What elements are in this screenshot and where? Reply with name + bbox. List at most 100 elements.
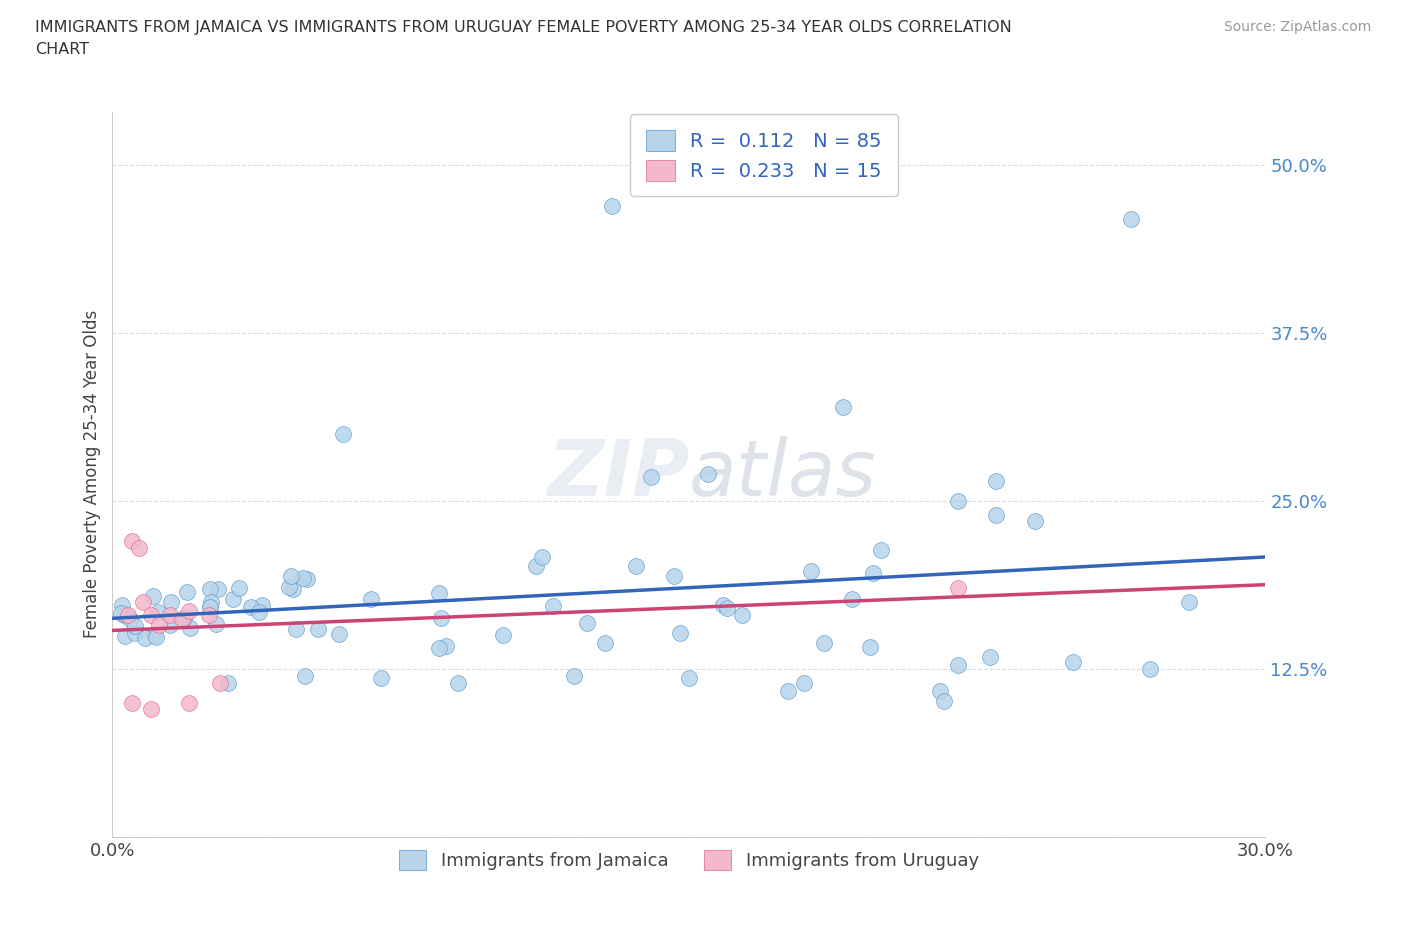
Point	[139, 702, 162, 717]
Point	[247, 604, 270, 619]
Point	[197, 608, 219, 623]
Point	[447, 675, 470, 690]
Point	[121, 534, 143, 549]
Point	[143, 628, 166, 643]
Point	[946, 581, 969, 596]
Point	[541, 599, 564, 614]
Point	[841, 591, 863, 606]
Point	[697, 467, 720, 482]
Point	[297, 572, 319, 587]
Point	[986, 507, 1008, 522]
Point	[1024, 514, 1046, 529]
Point	[117, 608, 139, 623]
Point	[291, 571, 314, 586]
Point	[198, 581, 221, 596]
Point	[160, 595, 183, 610]
Point	[429, 641, 451, 656]
Point	[176, 584, 198, 599]
Point	[678, 671, 700, 686]
Point	[146, 604, 169, 619]
Point	[217, 675, 239, 690]
Point	[110, 605, 132, 620]
Point	[307, 622, 329, 637]
Point	[562, 669, 585, 684]
Legend: Immigrants from Jamaica, Immigrants from Uruguay: Immigrants from Jamaica, Immigrants from…	[387, 837, 991, 883]
Point	[1139, 661, 1161, 676]
Point	[624, 558, 647, 573]
Point	[179, 604, 201, 618]
Point	[222, 591, 245, 606]
Point	[526, 558, 548, 573]
Point	[139, 608, 162, 623]
Point	[112, 607, 135, 622]
Point	[1119, 212, 1142, 227]
Point	[531, 550, 554, 565]
Point	[946, 494, 969, 509]
Point	[711, 598, 734, 613]
Point	[731, 607, 754, 622]
Point	[159, 618, 181, 632]
Point	[593, 635, 616, 650]
Point	[124, 619, 146, 634]
Point	[252, 598, 274, 613]
Point	[207, 581, 229, 596]
Point	[716, 601, 738, 616]
Point	[198, 600, 221, 615]
Point	[179, 620, 201, 635]
Point	[600, 198, 623, 213]
Text: Source: ZipAtlas.com: Source: ZipAtlas.com	[1223, 20, 1371, 34]
Point	[430, 611, 453, 626]
Point	[159, 608, 181, 623]
Point	[492, 628, 515, 643]
Point	[148, 618, 170, 632]
Point	[776, 684, 799, 698]
Point	[862, 565, 884, 580]
Point	[114, 629, 136, 644]
Point	[979, 650, 1001, 665]
Point	[200, 594, 222, 609]
Point	[118, 611, 141, 626]
Point	[934, 693, 956, 708]
Point	[179, 696, 201, 711]
Point	[332, 427, 354, 442]
Point	[1062, 655, 1084, 670]
Point	[128, 540, 150, 555]
Point	[662, 568, 685, 583]
Point	[1177, 594, 1199, 609]
Point	[205, 617, 228, 631]
Point	[668, 626, 690, 641]
Point	[200, 600, 222, 615]
Point	[132, 594, 155, 609]
Point	[134, 631, 156, 645]
Point	[209, 675, 232, 690]
Y-axis label: Female Poverty Among 25-34 Year Olds: Female Poverty Among 25-34 Year Olds	[83, 311, 101, 638]
Point	[284, 621, 307, 636]
Point	[946, 658, 969, 672]
Point	[228, 580, 250, 595]
Point	[111, 598, 134, 613]
Point	[121, 696, 143, 711]
Point	[575, 615, 598, 630]
Point	[640, 470, 662, 485]
Point	[124, 625, 146, 640]
Point	[813, 636, 835, 651]
Point	[280, 568, 302, 583]
Point	[328, 627, 350, 642]
Point	[294, 669, 316, 684]
Point	[142, 588, 165, 603]
Point	[278, 579, 301, 594]
Text: CHART: CHART	[35, 42, 89, 57]
Point	[283, 581, 305, 596]
Point	[370, 671, 392, 686]
Text: atlas: atlas	[689, 436, 877, 512]
Text: ZIP: ZIP	[547, 436, 689, 512]
Point	[800, 564, 823, 578]
Point	[170, 612, 193, 627]
Point	[831, 400, 853, 415]
Point	[173, 610, 195, 625]
Point	[928, 684, 950, 698]
Point	[859, 640, 882, 655]
Point	[434, 638, 457, 653]
Point	[145, 630, 167, 644]
Point	[360, 591, 382, 606]
